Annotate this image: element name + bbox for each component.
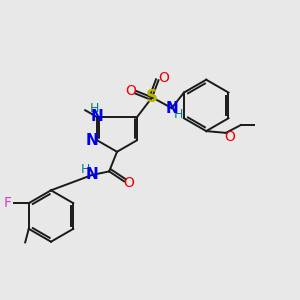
Text: O: O (225, 130, 236, 144)
Text: O: O (158, 71, 169, 85)
Text: H: H (81, 163, 90, 176)
Text: F: F (3, 196, 11, 210)
Text: H: H (173, 108, 183, 121)
Text: O: O (125, 84, 136, 98)
Text: H: H (89, 102, 99, 115)
Text: N: N (91, 110, 103, 124)
Text: N: N (86, 167, 98, 182)
Text: N: N (165, 100, 178, 116)
Text: N: N (85, 133, 98, 148)
Text: O: O (123, 176, 134, 190)
Text: S: S (146, 88, 158, 106)
